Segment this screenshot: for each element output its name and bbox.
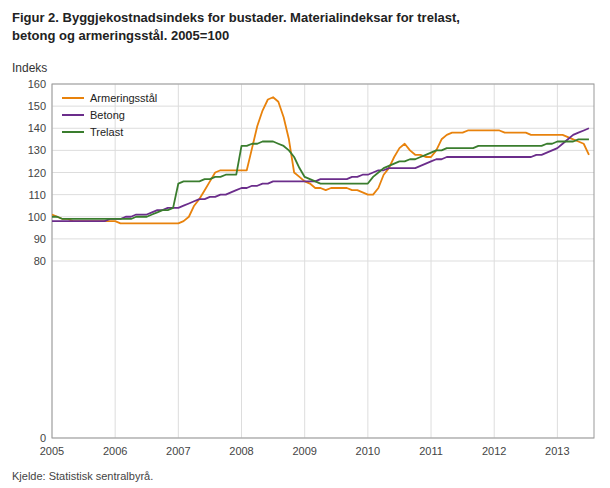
x-tick-label: 2008 bbox=[229, 445, 253, 457]
y-tick-label: 110 bbox=[28, 189, 46, 201]
series-line bbox=[52, 128, 589, 221]
x-grid-line bbox=[304, 84, 305, 438]
y-grid-line bbox=[52, 106, 594, 107]
legend-swatch bbox=[62, 114, 84, 116]
x-tick-label: 2011 bbox=[419, 445, 443, 457]
x-grid-line bbox=[557, 84, 558, 438]
chart: Figur 2. Byggjekostnadsindeks for bustad… bbox=[0, 0, 610, 488]
x-grid-line bbox=[367, 84, 368, 438]
legend-swatch bbox=[62, 97, 84, 99]
legend: Armeringsstål Betong Trelast bbox=[62, 92, 157, 138]
legend-label: Armeringsstål bbox=[90, 92, 157, 104]
lines bbox=[52, 97, 589, 223]
series-line bbox=[52, 97, 589, 223]
y-grid-line bbox=[52, 150, 594, 151]
background bbox=[0, 0, 610, 488]
x-tick-label: 2006 bbox=[103, 445, 127, 457]
source-note: Kjelde: Statistisk sentralbyrå. bbox=[12, 470, 153, 482]
grid bbox=[52, 84, 594, 438]
x-grid-line bbox=[178, 84, 179, 438]
y-tick-label: 0 bbox=[40, 432, 46, 444]
x-tick-label: 2012 bbox=[482, 445, 506, 457]
legend-label: Betong bbox=[90, 109, 125, 121]
x-tick-label: 2005 bbox=[40, 445, 64, 457]
y-tick-label: 150 bbox=[28, 100, 46, 112]
x-grid-line bbox=[431, 84, 432, 438]
y-grid-line bbox=[52, 128, 594, 129]
x-tick-label: 2010 bbox=[356, 445, 380, 457]
legend-swatch bbox=[62, 131, 84, 133]
y-tick-label: 90 bbox=[34, 233, 46, 245]
x-tick-label: 2007 bbox=[166, 445, 190, 457]
plot-frame bbox=[52, 84, 594, 438]
subtitle: betong og armeringsstål. 2005=100 bbox=[12, 28, 229, 43]
y-tick-label: 160 bbox=[28, 78, 46, 90]
y-grid-line bbox=[52, 261, 594, 262]
y-grid-line bbox=[52, 194, 594, 195]
y-grid-line bbox=[52, 238, 594, 239]
y-tick-label: 80 bbox=[34, 255, 46, 267]
legend-label: Trelast bbox=[90, 126, 123, 138]
y-tick-label: 100 bbox=[28, 211, 46, 223]
y-tick-label: 140 bbox=[28, 122, 46, 134]
series-line bbox=[52, 139, 589, 219]
x-tick-label: 2009 bbox=[292, 445, 316, 457]
x-grid-line bbox=[494, 84, 495, 438]
title: Figur 2. Byggjekostnadsindeks for bustad… bbox=[12, 10, 460, 25]
y-grid-line bbox=[52, 172, 594, 173]
y-tick-label: 130 bbox=[28, 144, 46, 156]
y-axis-label: Indeks bbox=[12, 61, 47, 75]
x-tick-label: 2013 bbox=[545, 445, 569, 457]
x-grid-line bbox=[241, 84, 242, 438]
y-tick-label: 120 bbox=[28, 167, 46, 179]
